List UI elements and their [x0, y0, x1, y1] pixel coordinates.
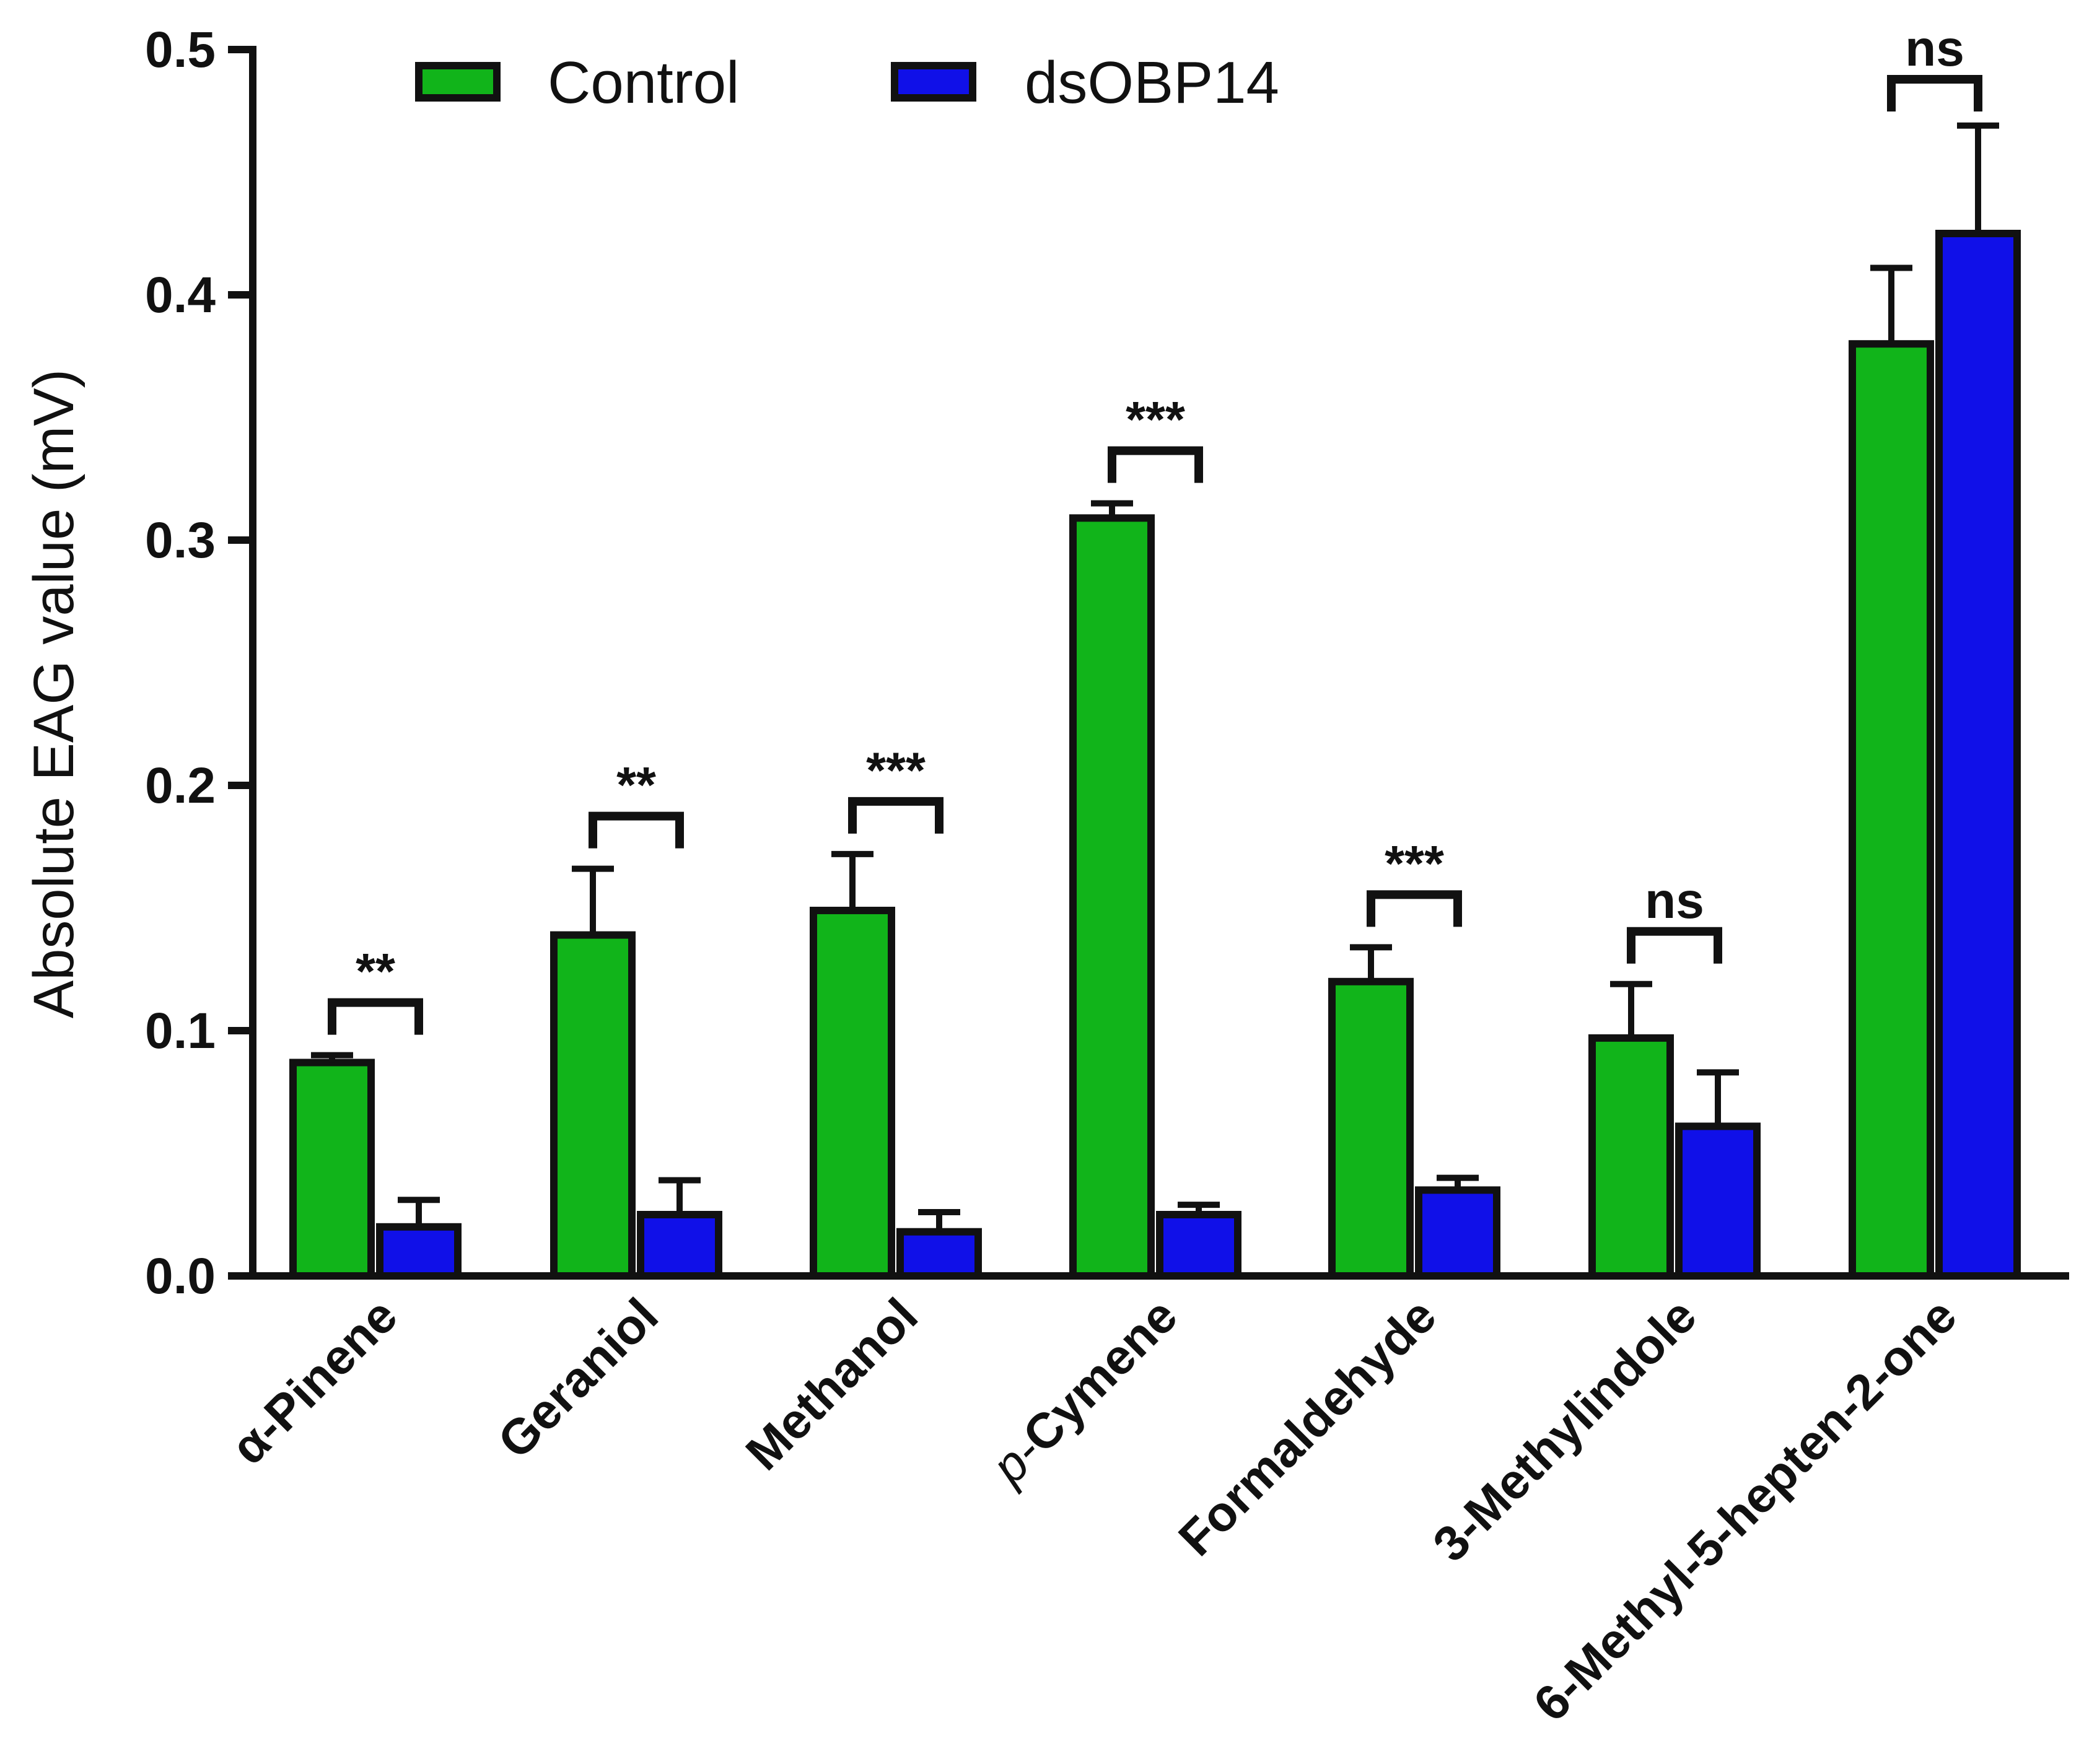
significance-bracket-4: ***: [1367, 836, 1462, 927]
axes-group: 0.0 0.1 0.2 0.3 0.4 0.5: [145, 22, 2069, 1304]
y-tick-label: 0.3: [145, 512, 216, 569]
y-tick-label: 0.5: [145, 22, 216, 78]
significance-label-6: ns: [1905, 20, 1964, 77]
y-axis-title: Absolute EAG value (mV): [22, 369, 85, 1018]
legend-label: Control: [548, 50, 739, 116]
significance-bracket-2: ***: [848, 743, 943, 834]
significance-label-3: ***: [1126, 392, 1185, 448]
error-bar-control-6: [1870, 264, 1912, 344]
bar-dsobp14-1: [637, 1211, 722, 1280]
bar-control-4: [1328, 977, 1414, 1280]
significance-bracket-3: ***: [1108, 392, 1203, 483]
error-bar-dsobp14-6: [1957, 122, 1999, 234]
error-bar-control-5: [1610, 980, 1652, 1038]
x-tick-label-text: Methanol: [735, 1288, 928, 1480]
x-tick-label-text: Formaldehyde: [1168, 1288, 1447, 1566]
bar-control-5: [1588, 1034, 1674, 1280]
significance-bracket-6: ns: [1887, 20, 1982, 111]
x-tick-label-6: 6-Methyl-5-hepten-2-one: [1523, 1288, 1967, 1732]
x-tick-label-1: Geraniol: [488, 1288, 668, 1469]
bar-control-6: [1849, 340, 1934, 1280]
bar-control-1: [550, 931, 636, 1280]
significance-bracket-5: ns: [1627, 873, 1722, 964]
y-tick-label: 0.0: [145, 1248, 216, 1304]
bar-dsobp14-3: [1156, 1211, 1241, 1280]
error-bar-control-2: [831, 850, 873, 910]
legend-item-control: Control: [415, 50, 739, 116]
bar-dsobp14-5: [1675, 1122, 1761, 1280]
significance-label-5: ns: [1645, 873, 1704, 929]
bar-control-0: [289, 1059, 375, 1280]
error-bar-dsobp14-5: [1697, 1069, 1739, 1127]
x-tick-label-5: 3-Methylindole: [1422, 1288, 1707, 1572]
x-tick-label-text: 6-Methyl-5-hepten-2-one: [1523, 1288, 1967, 1732]
significance-bracket-1: **: [589, 758, 684, 849]
significance-label-4: ***: [1385, 836, 1444, 892]
error-bar-control-1: [572, 865, 614, 935]
significance-label-2: ***: [866, 743, 926, 799]
error-bar-control-0: [311, 1052, 353, 1063]
bar-dsobp14-0: [376, 1223, 462, 1280]
x-tick-label-4: Formaldehyde: [1168, 1288, 1447, 1566]
x-tick-label-3: p-Cymene: [980, 1288, 1188, 1495]
error-bar-dsobp14-4: [1437, 1174, 1479, 1190]
bar-control-2: [810, 906, 895, 1280]
error-bar-dsobp14-0: [398, 1197, 440, 1227]
legend: Control dsOBP14: [415, 50, 1279, 116]
error-bar-control-4: [1350, 944, 1392, 982]
y-tick-label: 0.1: [145, 1003, 216, 1059]
bar-dsobp14-6: [1935, 230, 2021, 1280]
legend-label: dsOBP14: [1025, 50, 1279, 116]
error-bar-dsobp14-3: [1178, 1202, 1220, 1215]
error-bar-dsobp14-2: [918, 1209, 960, 1232]
bar-dsobp14-2: [896, 1228, 982, 1280]
bars-group: [289, 122, 2021, 1280]
x-tick-label-0: α-Pinene: [221, 1288, 408, 1475]
legend-swatch: [415, 62, 501, 102]
y-tick-label: 0.2: [145, 758, 216, 814]
significance-label-0: **: [356, 944, 395, 1000]
x-tick-label-2: Methanol: [735, 1288, 928, 1480]
x-tick-label-text: Cymene: [1012, 1288, 1188, 1463]
significance-label-1: **: [616, 758, 656, 814]
x-tick-label-text: 3-Methylindole: [1422, 1288, 1707, 1572]
x-tick-label-text: α-Pinene: [221, 1288, 408, 1475]
error-bar-dsobp14-1: [659, 1177, 701, 1215]
bar-dsobp14-4: [1415, 1186, 1500, 1280]
error-bar-control-3: [1091, 500, 1133, 518]
legend-item-dsobp14: dsOBP14: [891, 50, 1279, 116]
legend-swatch: [891, 62, 976, 102]
y-tick-label: 0.4: [145, 267, 216, 323]
significance-bracket-0: **: [328, 944, 423, 1035]
bar-control-3: [1069, 514, 1155, 1280]
x-tick-label-text: Geraniol: [488, 1288, 668, 1469]
